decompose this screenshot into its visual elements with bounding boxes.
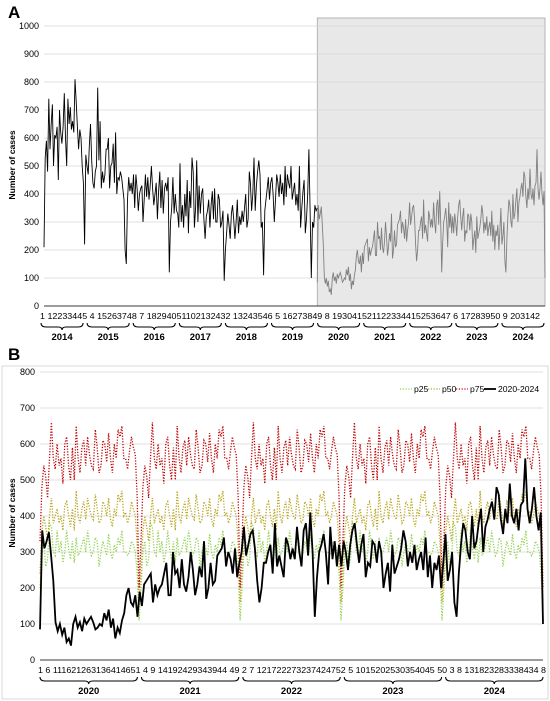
panel-b-week-labels: 1 6 111621263136414651 4 9 1419242934394… — [38, 665, 546, 675]
panel-a-year-label: 2021 — [374, 332, 396, 343]
panel-b-year-label: 2024 — [484, 686, 506, 697]
legend-label-p75: p75 — [470, 384, 485, 394]
panel-a-label: A — [8, 3, 20, 22]
panel-a-y-tick-label: 900 — [24, 49, 39, 59]
panel-a-y-tick-label: 200 — [24, 245, 39, 255]
panel-b-y-tick-label: 300 — [20, 547, 35, 557]
panel-a-y-axis-title: Number of cases — [7, 130, 17, 199]
panel-b-year-label: 2022 — [281, 686, 302, 697]
panel-a-year-label: 2017 — [190, 332, 211, 343]
panel-b-y-tick-label: 600 — [20, 439, 35, 449]
panel-b-legend: p25 p50 p75 2020-2024 — [400, 384, 539, 394]
panel-a-year-bracket — [455, 322, 499, 331]
panel-b: B 0 100 200 300 400 500 600 700 800 Number of ca… — [1, 345, 549, 700]
panel-b-y-axis-title: Number of cases — [7, 478, 17, 547]
panel-a-shaded-period — [316, 17, 546, 307]
panel-a-year-label: 2014 — [51, 332, 73, 343]
panel-b-year-label: 2021 — [180, 686, 202, 697]
panel-b-label: B — [8, 345, 20, 364]
panel-b-series-2020-2024 — [39, 458, 544, 646]
panel-a-year-label: 2023 — [466, 332, 487, 343]
panel-a-week-labels: 1 12233445 4 15263748 7 1829405110213243… — [40, 311, 540, 321]
panel-a-year-label: 2015 — [98, 332, 120, 343]
panel-b-series-p25 — [39, 520, 544, 621]
panel-a-year-label: 2018 — [236, 332, 257, 343]
panel-b-series-p50 — [39, 490, 544, 603]
panel-a: A 0 100 200 300 400 500 600 700 800 900 1000 Numbe… — [7, 3, 546, 343]
panel-b-year-labels: 2020 2021 2022 2023 2024 — [39, 676, 544, 697]
panel-b-y-tick-label: 500 — [20, 475, 35, 485]
panel-a-year-bracket — [363, 322, 407, 331]
panel-b-year-label: 2023 — [382, 686, 403, 697]
legend-label-p25: p25 — [414, 384, 429, 394]
panel-a-y-tick-label: 500 — [24, 161, 39, 171]
panel-a-year-bracket — [86, 322, 130, 331]
panel-b-series-p75 — [39, 422, 544, 589]
panel-a-year-label: 2019 — [282, 332, 303, 343]
panel-a-year-bracket — [409, 322, 453, 331]
panel-b-y-tick-label: 400 — [20, 511, 35, 521]
panel-a-y-tick-label: 0 — [34, 301, 39, 311]
panel-b-y-tick-label: 100 — [20, 619, 35, 629]
panel-b-frame — [1, 365, 549, 700]
panel-b-y-tick-label: 200 — [20, 583, 35, 593]
panel-a-y-tick-label: 800 — [24, 77, 39, 87]
panel-b-y-tick-label: 700 — [20, 403, 35, 413]
panel-a-y-tick-label: 400 — [24, 189, 39, 199]
panel-a-year-labels: 2014 2015 2016 2017 2018 2019 2020 2021 2022 2023… — [40, 322, 545, 343]
panel-a-year-bracket — [224, 322, 269, 331]
panel-a-y-tick-label: 1000 — [19, 21, 39, 31]
panel-a-y-tick-label: 600 — [24, 133, 39, 143]
legend-label-p50: p50 — [442, 384, 457, 394]
panel-b-year-bracket — [39, 676, 138, 685]
panel-a-year-label: 2020 — [328, 332, 349, 343]
panel-a-year-label: 2024 — [512, 332, 534, 343]
panel-a-series-2020-2024 — [316, 149, 546, 295]
panel-a-year-bracket — [316, 322, 361, 331]
panel-b-y-tick-label: 0 — [30, 655, 35, 665]
panel-a-year-bracket — [270, 322, 315, 331]
panel-b-year-bracket — [242, 676, 341, 685]
panel-a-year-bracket — [178, 322, 222, 331]
panel-a-year-bracket — [132, 322, 176, 331]
panel-b-year-label: 2020 — [78, 686, 99, 697]
panel-b-year-bracket — [343, 676, 443, 685]
panel-a-y-tick-label: 700 — [24, 105, 39, 115]
panel-a-year-bracket — [501, 322, 545, 331]
panel-b-y-tick-label: 800 — [20, 367, 35, 377]
panel-a-year-label: 2022 — [420, 332, 441, 343]
panel-a-year-bracket — [40, 322, 84, 331]
legend-label-2020-2024: 2020-2024 — [498, 384, 539, 394]
panel-a-y-tick-label: 100 — [24, 273, 39, 283]
panel-b-year-bracket — [445, 676, 544, 685]
panel-a-y-tick-label: 300 — [24, 217, 39, 227]
panel-a-series-2014-2019 — [43, 79, 318, 281]
panel-a-year-label: 2016 — [144, 332, 165, 343]
panel-b-year-bracket — [140, 676, 240, 685]
